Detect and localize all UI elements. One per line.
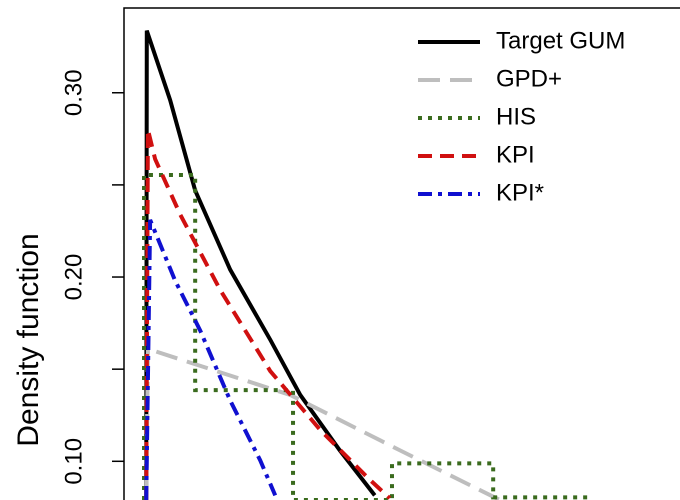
y-tick-label: 0.20 (60, 254, 87, 301)
series-line (144, 129, 392, 500)
legend-label: HIS (496, 103, 536, 130)
legend-label: Target GUM (496, 27, 625, 54)
series-line (144, 219, 278, 500)
legend-label: KPI* (496, 179, 544, 206)
legend-label: KPI (496, 141, 535, 168)
plot-frame (123, 7, 680, 500)
y-axis-label: Density function (12, 233, 45, 446)
y-tick-label: 0.10 (60, 438, 87, 485)
series-line (144, 30, 377, 500)
y-tick-label: 0.30 (60, 69, 87, 116)
legend-label: GPD+ (496, 65, 562, 92)
